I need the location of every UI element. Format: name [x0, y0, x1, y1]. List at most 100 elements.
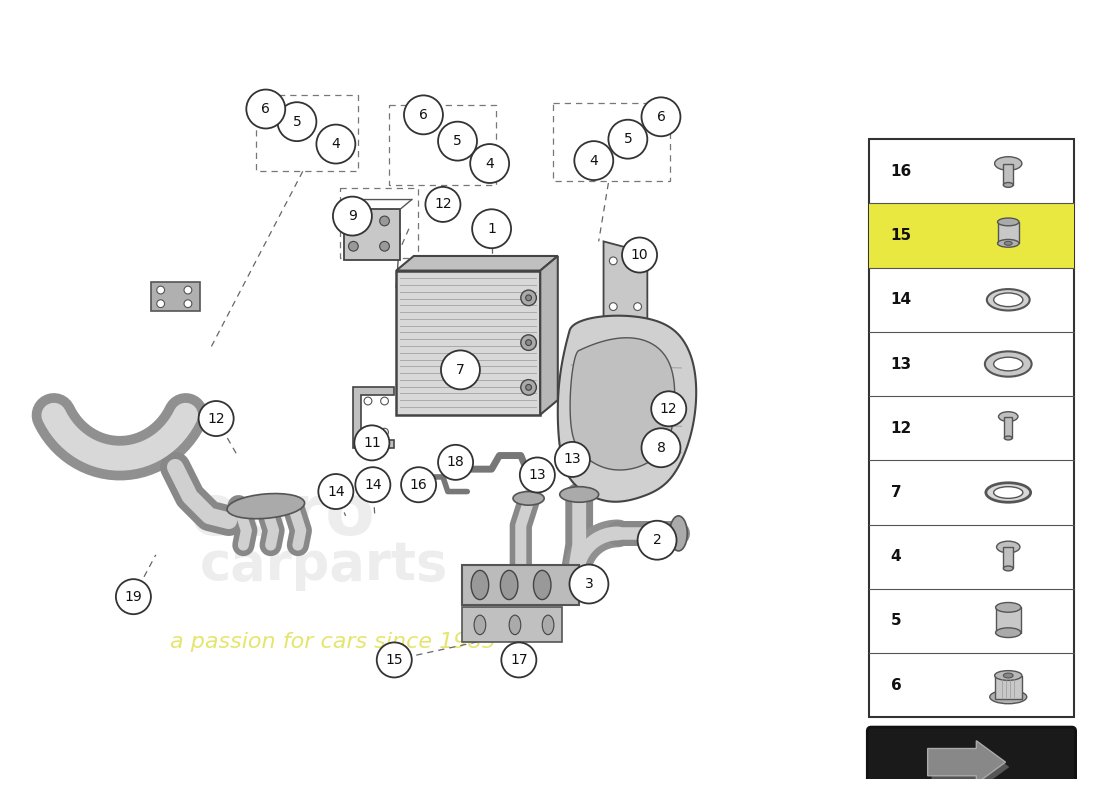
Ellipse shape	[1004, 242, 1012, 246]
Ellipse shape	[993, 486, 1023, 498]
Text: 1: 1	[487, 222, 496, 236]
Text: 3: 3	[584, 577, 593, 591]
Ellipse shape	[994, 157, 1022, 170]
Circle shape	[441, 350, 480, 390]
Circle shape	[379, 242, 389, 251]
Text: 14: 14	[891, 292, 912, 307]
Circle shape	[376, 642, 411, 678]
Text: 18: 18	[447, 455, 464, 470]
FancyBboxPatch shape	[462, 607, 562, 642]
Ellipse shape	[227, 494, 305, 518]
Bar	[869, 203, 1074, 268]
Circle shape	[318, 474, 353, 509]
Text: 5: 5	[453, 134, 462, 148]
Ellipse shape	[1003, 182, 1013, 187]
Circle shape	[621, 238, 657, 273]
Polygon shape	[927, 741, 1005, 783]
Text: 12: 12	[207, 411, 226, 426]
Circle shape	[609, 302, 617, 310]
Circle shape	[472, 210, 512, 248]
Ellipse shape	[996, 602, 1021, 612]
Ellipse shape	[1003, 566, 1013, 571]
Circle shape	[426, 187, 461, 222]
Text: 13: 13	[891, 357, 912, 371]
Circle shape	[526, 340, 531, 346]
FancyBboxPatch shape	[343, 210, 400, 260]
Circle shape	[349, 216, 359, 226]
Text: 13: 13	[563, 453, 581, 466]
Ellipse shape	[1004, 436, 1012, 440]
Circle shape	[438, 122, 477, 161]
Ellipse shape	[534, 570, 551, 599]
Ellipse shape	[996, 628, 1021, 638]
Text: 15: 15	[891, 228, 912, 243]
Ellipse shape	[984, 351, 1032, 377]
Text: 8: 8	[657, 441, 665, 454]
Circle shape	[333, 197, 372, 235]
Circle shape	[116, 579, 151, 614]
Ellipse shape	[1003, 673, 1013, 678]
Circle shape	[354, 426, 389, 460]
Circle shape	[404, 95, 443, 134]
Bar	[998, 222, 1019, 243]
Bar	[396, 270, 540, 414]
Text: 12: 12	[660, 402, 678, 416]
Circle shape	[381, 428, 388, 436]
Text: 4: 4	[331, 137, 340, 151]
Bar	[462, 565, 580, 606]
Polygon shape	[353, 387, 394, 448]
Bar	[1003, 163, 1013, 185]
Circle shape	[199, 401, 233, 436]
Ellipse shape	[987, 289, 1030, 310]
Ellipse shape	[997, 541, 1020, 553]
Circle shape	[502, 642, 537, 678]
Circle shape	[364, 397, 372, 405]
Circle shape	[184, 300, 191, 307]
Circle shape	[574, 141, 614, 180]
Ellipse shape	[500, 570, 518, 599]
Text: 19: 19	[124, 590, 142, 604]
FancyBboxPatch shape	[867, 727, 1076, 800]
Circle shape	[641, 98, 681, 136]
Circle shape	[526, 295, 531, 301]
Circle shape	[520, 458, 554, 493]
Circle shape	[470, 144, 509, 183]
Text: 12: 12	[891, 421, 912, 436]
Bar	[869, 139, 1074, 718]
Text: 2: 2	[652, 534, 661, 547]
Text: 7: 7	[891, 485, 901, 500]
Text: 6: 6	[262, 102, 271, 116]
Circle shape	[520, 380, 537, 395]
Text: 7: 7	[456, 363, 465, 377]
Circle shape	[317, 125, 355, 163]
Ellipse shape	[998, 218, 1019, 226]
Polygon shape	[570, 338, 674, 470]
Bar	[996, 607, 1021, 633]
Circle shape	[641, 428, 681, 467]
Text: 14: 14	[327, 485, 344, 498]
Text: 6: 6	[419, 108, 428, 122]
Text: 10: 10	[630, 248, 648, 262]
Bar	[1003, 547, 1013, 569]
Ellipse shape	[993, 293, 1023, 306]
Circle shape	[526, 385, 531, 390]
Circle shape	[651, 391, 686, 426]
Ellipse shape	[542, 615, 554, 634]
Circle shape	[638, 521, 676, 560]
Text: 9: 9	[348, 209, 356, 223]
Text: 4: 4	[891, 550, 901, 564]
Polygon shape	[540, 256, 558, 414]
Polygon shape	[604, 242, 647, 322]
Circle shape	[570, 565, 608, 603]
Circle shape	[184, 286, 191, 294]
Text: 5: 5	[624, 132, 632, 146]
Ellipse shape	[994, 670, 1022, 680]
Circle shape	[438, 445, 473, 480]
Circle shape	[277, 102, 317, 141]
Ellipse shape	[509, 615, 520, 634]
Bar	[1004, 417, 1012, 438]
Bar	[994, 675, 1022, 699]
Circle shape	[379, 216, 389, 226]
Text: 12: 12	[434, 198, 452, 211]
Circle shape	[349, 242, 359, 251]
